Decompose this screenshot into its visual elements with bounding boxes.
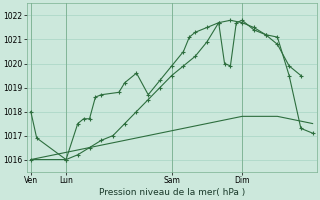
X-axis label: Pression niveau de la mer( hPa ): Pression niveau de la mer( hPa ) bbox=[99, 188, 245, 197]
